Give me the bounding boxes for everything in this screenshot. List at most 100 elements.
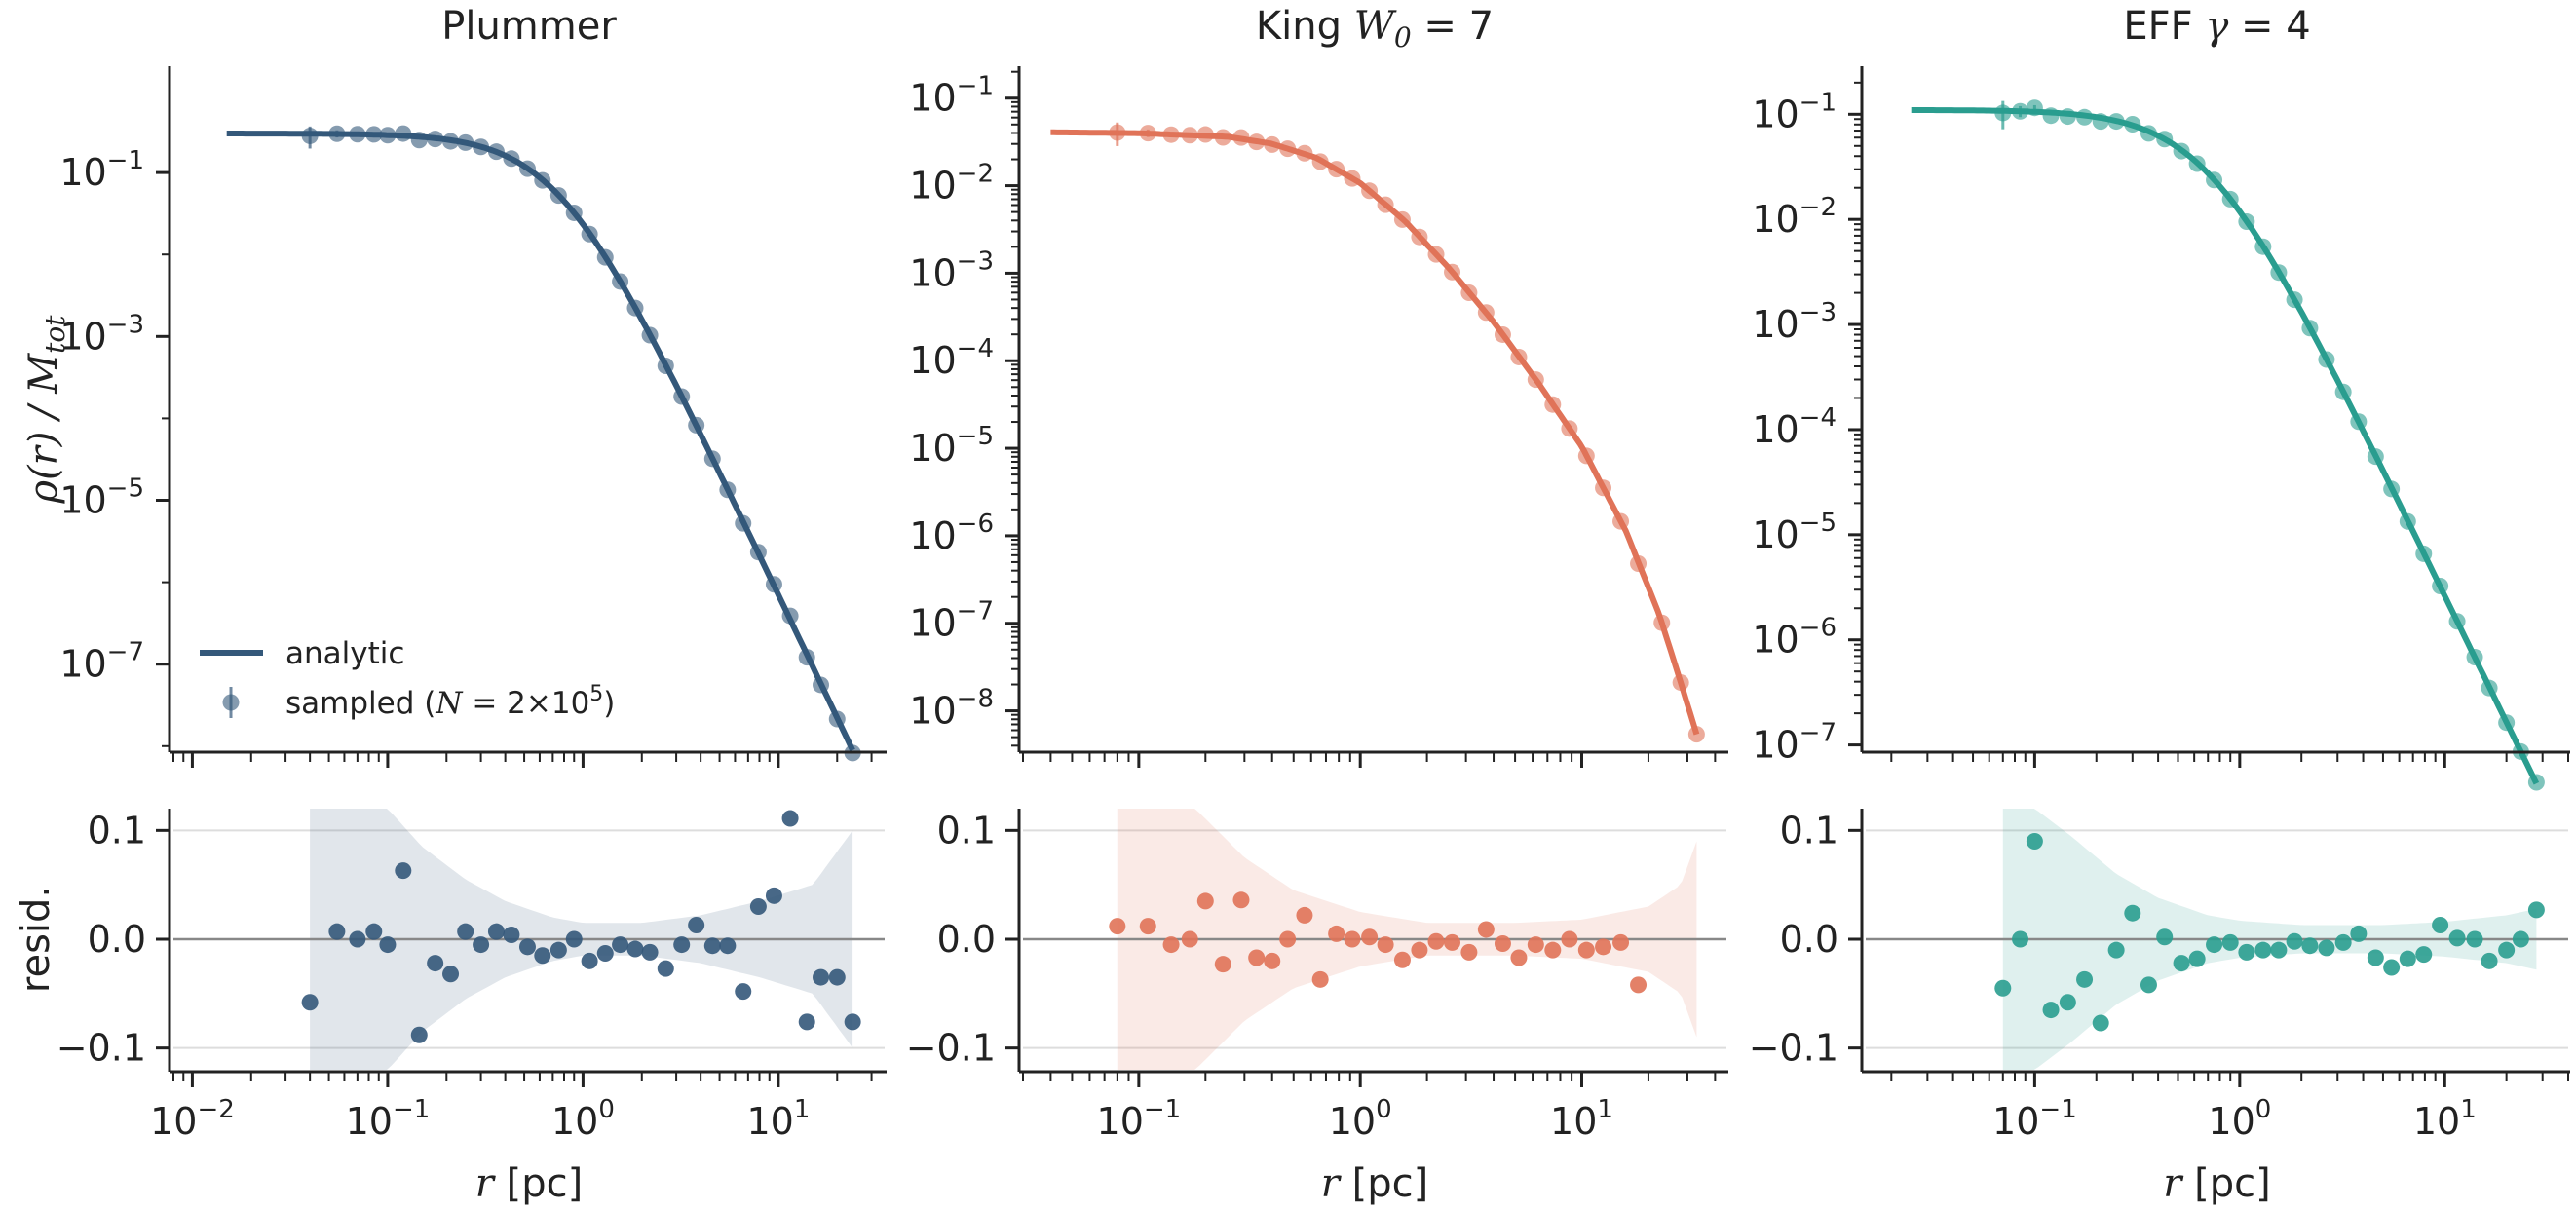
sampled-point bbox=[1232, 129, 1250, 146]
sampled-point bbox=[2042, 107, 2060, 125]
y-tick-label: −0.1 bbox=[1749, 1027, 1838, 1070]
legend: analytic sampled (N = 2×105) bbox=[200, 636, 615, 721]
residual-point bbox=[2076, 970, 2094, 988]
legend-sampled-swatch bbox=[222, 694, 240, 711]
residual-point bbox=[1181, 930, 1198, 948]
x-tick-label: 101 bbox=[2413, 1095, 2477, 1143]
residual-point bbox=[2173, 955, 2190, 972]
x-tick-label: 101 bbox=[746, 1095, 810, 1143]
sampled-point bbox=[1279, 140, 1297, 158]
sampled-point bbox=[1477, 304, 1495, 322]
residual-point bbox=[2512, 930, 2529, 948]
sampled-point bbox=[1510, 348, 1528, 365]
density-panel: 10−1 10−2 10−3 10−4 10−5 10−6 10−7 10−8 bbox=[909, 66, 1728, 768]
residual-point bbox=[1296, 906, 1313, 924]
y-tick-label: 10−6 bbox=[909, 510, 994, 557]
residual-point bbox=[2092, 1014, 2109, 1032]
residual-point bbox=[2238, 943, 2255, 961]
residual-point bbox=[1344, 930, 1361, 948]
sampled-point bbox=[1994, 104, 2012, 122]
residual-point bbox=[2188, 950, 2206, 967]
y-tick-label: 10−4 bbox=[1752, 403, 1837, 451]
x-axis-label: r [pc] bbox=[1321, 1161, 1428, 1206]
sampled-point bbox=[2012, 102, 2029, 120]
residual-point bbox=[2140, 976, 2157, 994]
sampled-point bbox=[1109, 124, 1126, 141]
sampled-point bbox=[581, 225, 598, 243]
residual-point bbox=[581, 952, 598, 969]
density-panel: 10−1 10−3 10−5 10−7 bbox=[59, 66, 887, 768]
sampled-point bbox=[2334, 383, 2352, 400]
residual-point bbox=[2432, 916, 2449, 933]
sampled-point bbox=[657, 358, 674, 375]
sampled-point bbox=[1328, 161, 1345, 178]
residual-point bbox=[1328, 925, 1345, 942]
sampled-point bbox=[1361, 182, 1379, 200]
residual-point bbox=[301, 994, 319, 1011]
sampled-point bbox=[2399, 512, 2416, 530]
sampled-point bbox=[1181, 127, 1198, 144]
panel-1: Plummer 10−1 10−3 10−5 10−7 0.1 0.0 −0.110−2 10−… bbox=[57, 4, 887, 1206]
sampled-point bbox=[457, 133, 474, 151]
residual-point bbox=[719, 937, 737, 955]
sampled-point bbox=[2448, 613, 2466, 630]
residual-point bbox=[1595, 938, 1612, 956]
legend-sampled-label: sampled (N = 2×105) bbox=[285, 682, 615, 721]
sampled-point bbox=[2238, 213, 2255, 231]
residual-point bbox=[410, 1026, 428, 1043]
y-tick-label: 10−1 bbox=[1752, 88, 1837, 135]
y-tick-label: 10−3 bbox=[59, 310, 144, 358]
residual-point bbox=[2350, 925, 2368, 942]
residual-point bbox=[549, 941, 567, 959]
residual-point bbox=[1561, 930, 1578, 948]
x-tick-label: 10−1 bbox=[1097, 1095, 1182, 1143]
sampled-point bbox=[1248, 133, 1266, 151]
sampled-point bbox=[2026, 99, 2043, 117]
sampled-point bbox=[1630, 555, 1648, 573]
sampled-point bbox=[365, 126, 383, 143]
y-tick-label: 10−5 bbox=[59, 474, 144, 522]
sampled-point bbox=[1595, 479, 1612, 497]
residual-point bbox=[2221, 933, 2239, 951]
analytic-curve bbox=[1911, 107, 2540, 785]
y-tick-label: 10−1 bbox=[59, 146, 144, 194]
residual-panel: 0.1 0.0 −0.1 10−1 100 101 bbox=[906, 809, 1728, 1143]
residual-point bbox=[395, 862, 412, 880]
y-tick-label: 10−6 bbox=[1752, 614, 1837, 662]
residual-point bbox=[765, 887, 782, 904]
panel-title: King W0 = 7 bbox=[1256, 4, 1494, 54]
sampled-point bbox=[1393, 210, 1411, 228]
sampled-point bbox=[1527, 371, 1544, 389]
y-tick-label: 10−5 bbox=[909, 422, 994, 470]
sampled-point bbox=[1139, 125, 1156, 142]
residual-point bbox=[1162, 936, 1180, 954]
sampled-point bbox=[395, 125, 412, 142]
panel-2: King W0 = 710−110−210−310−410−510−610−71… bbox=[906, 4, 1728, 1206]
sampled-point bbox=[565, 204, 583, 221]
sampled-point bbox=[2188, 155, 2206, 172]
residual-point bbox=[2448, 929, 2466, 947]
y-tick-label: 10−2 bbox=[909, 160, 994, 208]
y-tick-label: 10−2 bbox=[1752, 193, 1837, 241]
residual-point bbox=[1577, 941, 1595, 959]
sampled-point bbox=[1653, 614, 1671, 631]
residual-point bbox=[1460, 943, 1478, 961]
residual-point bbox=[2527, 901, 2545, 919]
sampled-point bbox=[549, 187, 567, 205]
residual-point bbox=[2254, 941, 2272, 959]
sampled-point bbox=[1612, 512, 1630, 530]
x-axis-label: r [pc] bbox=[475, 1161, 583, 1206]
sampled-point bbox=[2432, 578, 2449, 595]
sampled-point bbox=[518, 160, 536, 177]
sampled-point bbox=[749, 544, 767, 561]
x-tick-label: 101 bbox=[1550, 1095, 1613, 1143]
y-axis-label-density: ρ(r) / Mtot bbox=[21, 315, 71, 505]
sampled-point bbox=[1427, 246, 1445, 263]
residual-point bbox=[1377, 936, 1394, 954]
sampled-point bbox=[612, 273, 629, 290]
sampled-point bbox=[2286, 291, 2303, 309]
sampled-point bbox=[703, 450, 721, 468]
sampled-point bbox=[626, 299, 644, 317]
sampled-point bbox=[473, 138, 490, 156]
sampled-point bbox=[1162, 126, 1180, 143]
